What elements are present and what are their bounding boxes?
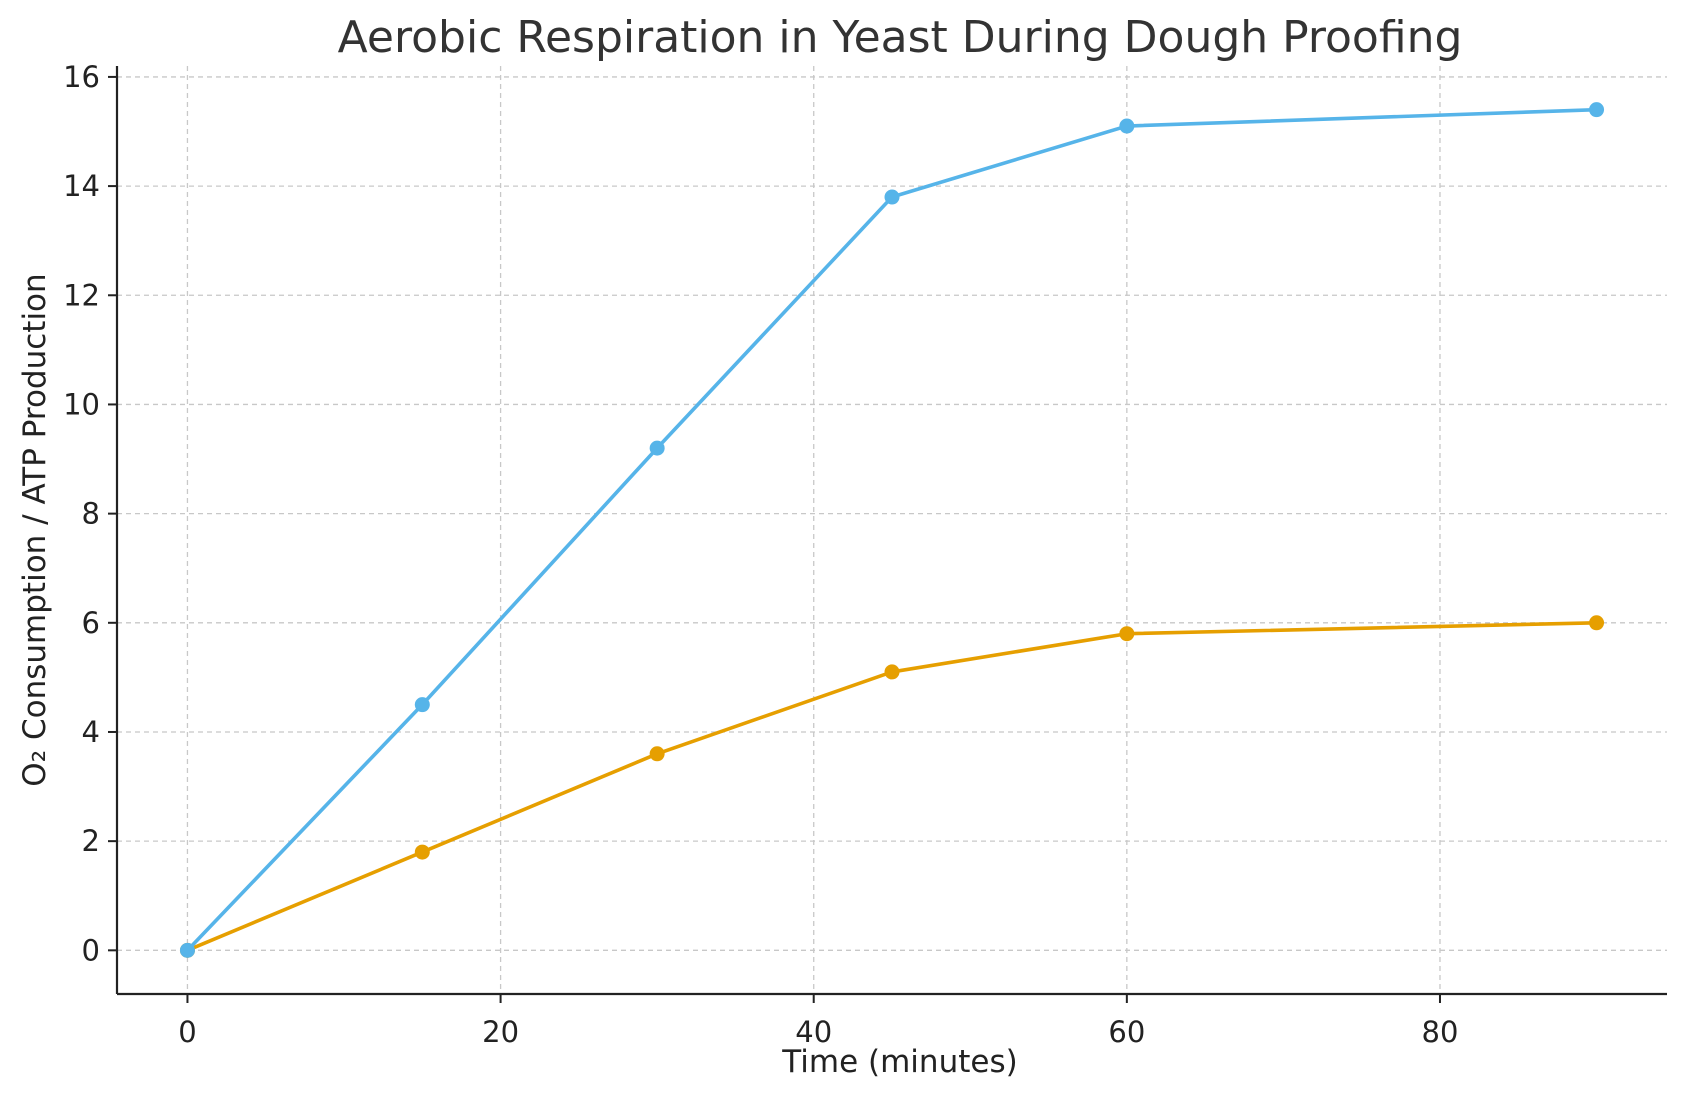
data-point xyxy=(649,440,665,456)
y-tick-label: 6 xyxy=(82,606,100,640)
series-group xyxy=(179,102,1605,958)
y-tick-label: 2 xyxy=(82,824,100,858)
data-point xyxy=(414,697,430,713)
axes xyxy=(115,66,1667,996)
x-tick-label: 80 xyxy=(1422,1015,1459,1049)
data-point xyxy=(884,189,900,205)
data-point xyxy=(1119,626,1135,642)
data-point xyxy=(649,746,665,762)
series-1 xyxy=(179,102,1605,958)
y-axis-label: O₂ Consumption / ATP Production xyxy=(17,273,53,786)
data-point xyxy=(1589,615,1605,631)
data-point xyxy=(414,844,430,860)
x-tick-label: 20 xyxy=(482,1015,519,1049)
y-tick-label: 10 xyxy=(63,387,100,421)
y-tick-label: 16 xyxy=(63,60,100,94)
x-tick-label: 40 xyxy=(795,1015,832,1049)
y-tick-label: 12 xyxy=(63,278,100,312)
y-tick-label: 14 xyxy=(63,169,100,203)
ticks: 0 20 40 60 80 0 2 4 6 8 10 12 14 16 xyxy=(63,60,1458,1049)
data-point xyxy=(1589,102,1605,118)
x-tick-label: 60 xyxy=(1108,1015,1145,1049)
y-tick-label: 4 xyxy=(82,715,100,749)
data-point xyxy=(179,942,195,958)
series-1-line xyxy=(186,107,1597,952)
x-tick-label: 0 xyxy=(178,1015,196,1049)
y-tick-label: 8 xyxy=(82,497,100,531)
x-axis-label: Time (minutes) xyxy=(781,1044,1017,1080)
grid xyxy=(117,66,1667,994)
data-point xyxy=(1119,118,1135,134)
series-2-line xyxy=(186,621,1597,952)
data-point xyxy=(884,664,900,680)
series-2 xyxy=(179,615,1605,958)
chart-title: Aerobic Respiration in Yeast During Doug… xyxy=(338,12,1463,63)
y-tick-label: 0 xyxy=(82,933,100,967)
